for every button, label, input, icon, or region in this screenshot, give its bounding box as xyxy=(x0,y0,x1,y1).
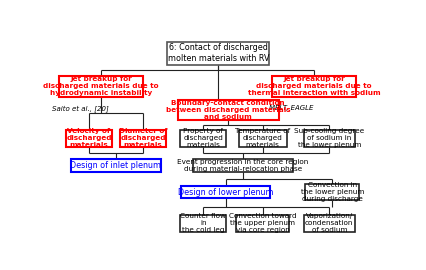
FancyBboxPatch shape xyxy=(167,42,270,65)
Text: Velocity of
discharged
materials: Velocity of discharged materials xyxy=(66,129,112,148)
Text: Event progression in the core region
during material-relocation phase: Event progression in the core region dur… xyxy=(178,159,309,172)
Text: Sub-cooling degree
of sodium in
the lower plenum: Sub-cooling degree of sodium in the lowe… xyxy=(294,129,364,148)
FancyBboxPatch shape xyxy=(236,215,289,232)
FancyBboxPatch shape xyxy=(59,76,143,97)
Text: Vaporization/
condensation
of sodium: Vaporization/ condensation of sodium xyxy=(305,213,354,233)
FancyBboxPatch shape xyxy=(178,100,279,120)
Text: Design of inlet plenum: Design of inlet plenum xyxy=(70,161,161,170)
Text: Convection toward
the upper plenum
via core region: Convection toward the upper plenum via c… xyxy=(229,213,296,233)
Text: Jet breakup for
discharged materials due to
thermal interaction with sodium: Jet breakup for discharged materials due… xyxy=(248,76,380,96)
FancyBboxPatch shape xyxy=(304,215,355,232)
FancyBboxPatch shape xyxy=(71,159,161,172)
Text: 6: Contact of discharged
molten materials with RV: 6: Contact of discharged molten material… xyxy=(167,43,269,63)
FancyBboxPatch shape xyxy=(181,186,270,198)
FancyBboxPatch shape xyxy=(120,130,166,147)
Text: Counter flow
in
the cold leg: Counter flow in the cold leg xyxy=(180,213,226,233)
FancyBboxPatch shape xyxy=(272,76,356,97)
FancyBboxPatch shape xyxy=(193,159,294,172)
Text: Saito et al., [20]: Saito et al., [20] xyxy=(52,105,109,112)
Text: MELT, EAGLE: MELT, EAGLE xyxy=(269,105,313,111)
Text: Diameter of
discharged
materials: Diameter of discharged materials xyxy=(119,129,167,148)
Text: Boundary-contact condition
between discharged materials
and sodium: Boundary-contact condition between disch… xyxy=(166,100,291,120)
FancyBboxPatch shape xyxy=(305,184,360,200)
FancyBboxPatch shape xyxy=(66,130,112,147)
FancyBboxPatch shape xyxy=(304,130,355,147)
Text: Temperature of
discharged
materials: Temperature of discharged materials xyxy=(235,129,290,148)
FancyBboxPatch shape xyxy=(180,215,226,232)
Text: Design of lower plenum: Design of lower plenum xyxy=(178,188,273,197)
FancyBboxPatch shape xyxy=(239,130,287,147)
Text: Property of
discharged
materials: Property of discharged materials xyxy=(183,129,223,148)
Text: Jet breakup for
discharged materials due to
hydrodynamic instability: Jet breakup for discharged materials due… xyxy=(43,76,159,96)
FancyBboxPatch shape xyxy=(180,130,226,147)
Text: Convection in
the lower plenum
during discharge: Convection in the lower plenum during di… xyxy=(300,182,364,202)
